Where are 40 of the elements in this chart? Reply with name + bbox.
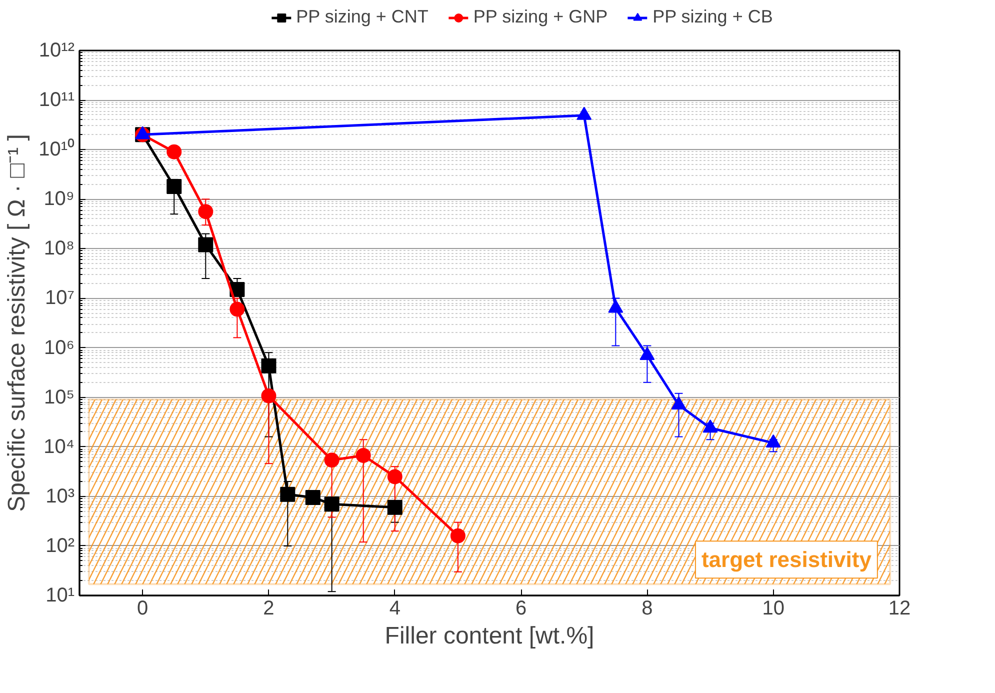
legend-label: PP sizing + CNT	[296, 6, 428, 28]
y-tick-label: 10⁹	[44, 188, 74, 210]
point	[198, 237, 214, 252]
x-tick-label: 0	[137, 598, 148, 620]
point	[324, 496, 340, 512]
y-tick-label: 10⁵	[44, 386, 75, 408]
point	[387, 469, 402, 484]
x-tick-label: 4	[389, 598, 400, 620]
point	[387, 500, 402, 515]
point	[166, 178, 182, 194]
y-tick-label: 10⁷	[45, 287, 74, 310]
point	[261, 358, 276, 374]
point	[305, 490, 320, 506]
x-tick-label: 8	[642, 598, 653, 620]
x-tick-label: 6	[515, 598, 527, 620]
point	[280, 486, 296, 502]
legend-label: PP sizing + GNP	[473, 6, 608, 28]
x-tick-label: 10	[762, 598, 784, 620]
point	[198, 204, 214, 220]
y-tick-label: 10⁸	[44, 238, 75, 260]
y-tick-label: 10⁶	[44, 336, 75, 359]
x-axis-title: Filler content [wt.%]	[384, 622, 594, 650]
point	[261, 388, 276, 404]
point	[166, 144, 182, 160]
y-tick-label: 10³	[46, 485, 75, 508]
y-tick-label: 10¹⁰	[38, 138, 74, 161]
band-label: target resistivity	[701, 547, 872, 572]
legend-label: PP sizing + CB	[652, 6, 773, 28]
y-tick-label: 10¹	[46, 584, 75, 606]
point	[450, 528, 466, 544]
point	[356, 448, 371, 463]
y-tick-label: 10¹¹	[38, 89, 75, 112]
point	[230, 302, 245, 317]
y-tick-label: 10²	[46, 534, 75, 557]
x-tick-label: 2	[263, 598, 274, 620]
point	[324, 452, 340, 468]
y-tick-label: 10¹²	[38, 40, 75, 62]
y-axis-title: Specific surface resistivity [ Ω · □⁻¹ ]	[4, 134, 31, 512]
x-tick-label: 12	[888, 598, 911, 620]
y-tick-label: 10⁴	[44, 436, 75, 458]
